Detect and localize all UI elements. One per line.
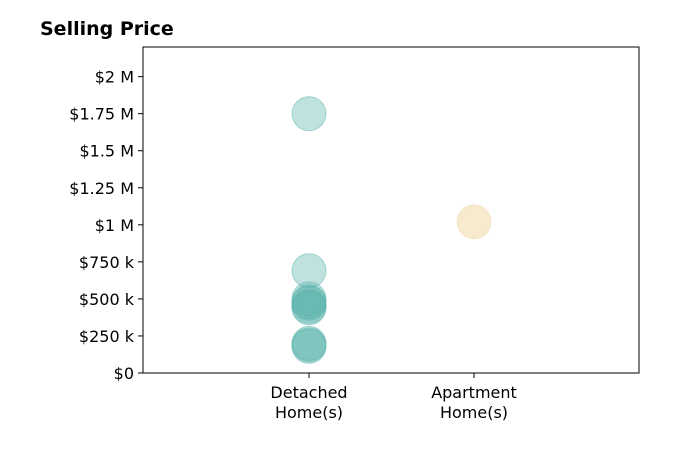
x-tick-label: Apartment Home(s) bbox=[431, 383, 517, 422]
y-axis: $0 $250 k $500 k $750 k $1 M $1.25 M $1.5 M $1.… bbox=[69, 68, 143, 383]
data-point bbox=[291, 328, 327, 364]
data-point bbox=[456, 204, 492, 240]
plot-frame bbox=[142, 46, 640, 374]
y-tick-label: $0 bbox=[114, 364, 134, 383]
data-point bbox=[291, 96, 327, 132]
data-point bbox=[291, 253, 327, 289]
y-tick-label: $2 M bbox=[95, 68, 134, 87]
y-tick-label: $500 k bbox=[79, 290, 135, 309]
x-tick-label: Detached Home(s) bbox=[270, 383, 347, 422]
y-tick-label: $1.5 M bbox=[79, 142, 134, 161]
y-tick-label: $1.25 M bbox=[69, 179, 134, 198]
y-tick-label: $1 M bbox=[95, 216, 134, 235]
y-tick-label: $1.75 M bbox=[69, 105, 134, 124]
data-points bbox=[291, 96, 492, 364]
x-axis: Detached Home(s) Apartment Home(s) bbox=[270, 373, 517, 422]
y-tick-label: $750 k bbox=[79, 253, 135, 272]
chart-title: Selling Price bbox=[40, 18, 174, 40]
data-point bbox=[291, 290, 327, 326]
y-tick-label: $250 k bbox=[79, 327, 135, 346]
